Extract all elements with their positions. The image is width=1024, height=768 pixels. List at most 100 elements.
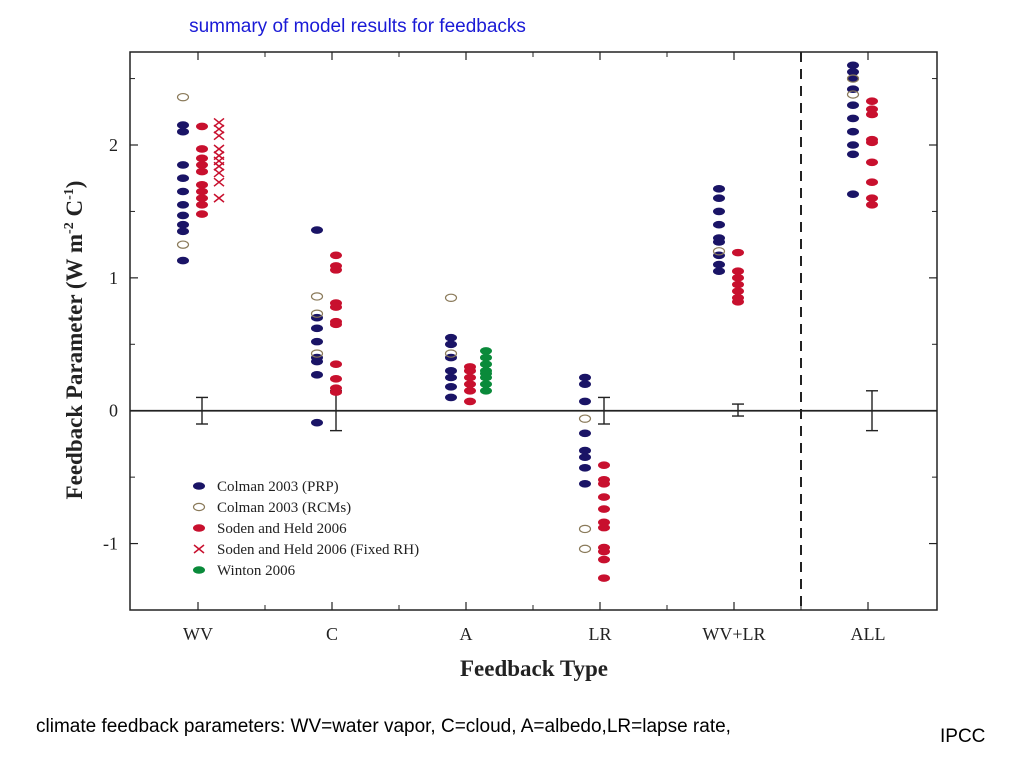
data-point xyxy=(866,138,878,147)
x-tick-label: A xyxy=(460,624,473,644)
legend-marker xyxy=(192,502,206,512)
data-point xyxy=(732,274,744,282)
data-point xyxy=(866,97,878,105)
data-point xyxy=(866,178,878,186)
data-point xyxy=(847,74,859,83)
data-point xyxy=(598,505,610,513)
data-point xyxy=(196,145,208,153)
data-point xyxy=(713,220,725,229)
cross-stroke xyxy=(193,544,205,554)
data-point xyxy=(598,518,610,527)
cross-stroke xyxy=(213,193,225,203)
data-point xyxy=(846,90,860,99)
data-point xyxy=(598,479,610,488)
data-point xyxy=(598,555,610,564)
y-axis-label: Feedback Parameter (W m-2 C-1) xyxy=(62,181,87,500)
x-tick-label: C xyxy=(326,624,338,644)
legend-label: Colman 2003 (RCMs) xyxy=(217,500,351,516)
data-point xyxy=(464,397,476,406)
y-axis-label-superscript: -2 xyxy=(62,222,77,234)
error-bar xyxy=(866,390,878,432)
data-point xyxy=(311,371,323,379)
legend-label: Soden and Held 2006 (Fixed RH) xyxy=(217,542,419,558)
y-axis-label-part: C xyxy=(62,200,87,222)
cross-stroke xyxy=(213,161,225,171)
data-point xyxy=(196,200,208,209)
data-point xyxy=(177,161,189,169)
data-point xyxy=(480,386,492,395)
legend-item: Soden and Held 2006 xyxy=(193,521,347,537)
data-point xyxy=(330,266,342,274)
legend-item: Colman 2003 (PRP) xyxy=(193,479,339,495)
data-point xyxy=(579,453,591,462)
data-point xyxy=(196,194,208,202)
data-point xyxy=(177,127,189,136)
data-point xyxy=(196,210,208,218)
data-point xyxy=(213,124,225,134)
data-point xyxy=(579,380,591,388)
data-point xyxy=(713,260,725,269)
data-point xyxy=(732,297,744,306)
error-bar xyxy=(196,396,208,425)
data-point xyxy=(177,220,189,229)
data-point xyxy=(177,256,189,265)
data-point xyxy=(480,373,492,382)
data-point xyxy=(311,357,323,366)
y-axis-label-part: ) xyxy=(62,181,87,189)
data-point xyxy=(598,547,610,556)
data-point xyxy=(579,397,591,406)
y-tick-label: 0 xyxy=(109,401,118,421)
data-point xyxy=(464,367,476,375)
data-point xyxy=(464,373,476,382)
cross-stroke xyxy=(213,124,225,134)
data-point xyxy=(847,61,859,70)
data-point xyxy=(213,161,225,171)
data-point xyxy=(445,367,457,375)
slide-caption: climate feedback parameters: WV=water va… xyxy=(36,716,731,737)
y-axis-label-part: Feedback Parameter (W m xyxy=(62,234,87,500)
data-point xyxy=(196,181,208,189)
data-point xyxy=(330,303,342,311)
data-point xyxy=(866,194,878,202)
error-bar xyxy=(598,396,610,425)
data-point xyxy=(445,340,457,349)
x-tick-label: WV+LR xyxy=(702,624,765,644)
series-soden-and-held-2006-fixed-rh xyxy=(213,117,225,203)
cross-stroke xyxy=(213,144,225,154)
data-point xyxy=(480,353,492,362)
data-point xyxy=(176,92,190,102)
data-point xyxy=(213,117,225,127)
data-point xyxy=(310,292,324,301)
data-point xyxy=(310,349,324,358)
legend-marker xyxy=(193,566,205,574)
data-point xyxy=(177,121,189,129)
data-point xyxy=(480,380,492,388)
data-point xyxy=(480,347,492,355)
data-point xyxy=(177,174,189,183)
data-point xyxy=(311,337,323,346)
legend-item: Soden and Held 2006 (Fixed RH) xyxy=(193,542,419,558)
data-point xyxy=(311,324,323,333)
data-point xyxy=(330,375,342,383)
data-point xyxy=(213,131,225,141)
legend-marker xyxy=(193,482,205,490)
data-point xyxy=(177,200,189,209)
data-point xyxy=(177,227,189,236)
data-point xyxy=(330,360,342,369)
legend-label: Soden and Held 2006 xyxy=(217,521,347,537)
data-point xyxy=(579,464,591,472)
data-point xyxy=(579,429,591,438)
data-point xyxy=(310,309,324,318)
x-tick-label: LR xyxy=(588,624,611,644)
data-point xyxy=(445,393,457,402)
series-colman-2003-rcms xyxy=(176,74,860,554)
data-point xyxy=(196,187,208,196)
data-point xyxy=(847,68,859,76)
data-point xyxy=(445,373,457,382)
data-point xyxy=(713,207,725,216)
y-tick-label: 1 xyxy=(109,268,118,288)
data-point xyxy=(847,114,859,123)
legend-label: Colman 2003 (PRP) xyxy=(217,479,339,495)
legend-item: Colman 2003 (RCMs) xyxy=(192,500,351,516)
